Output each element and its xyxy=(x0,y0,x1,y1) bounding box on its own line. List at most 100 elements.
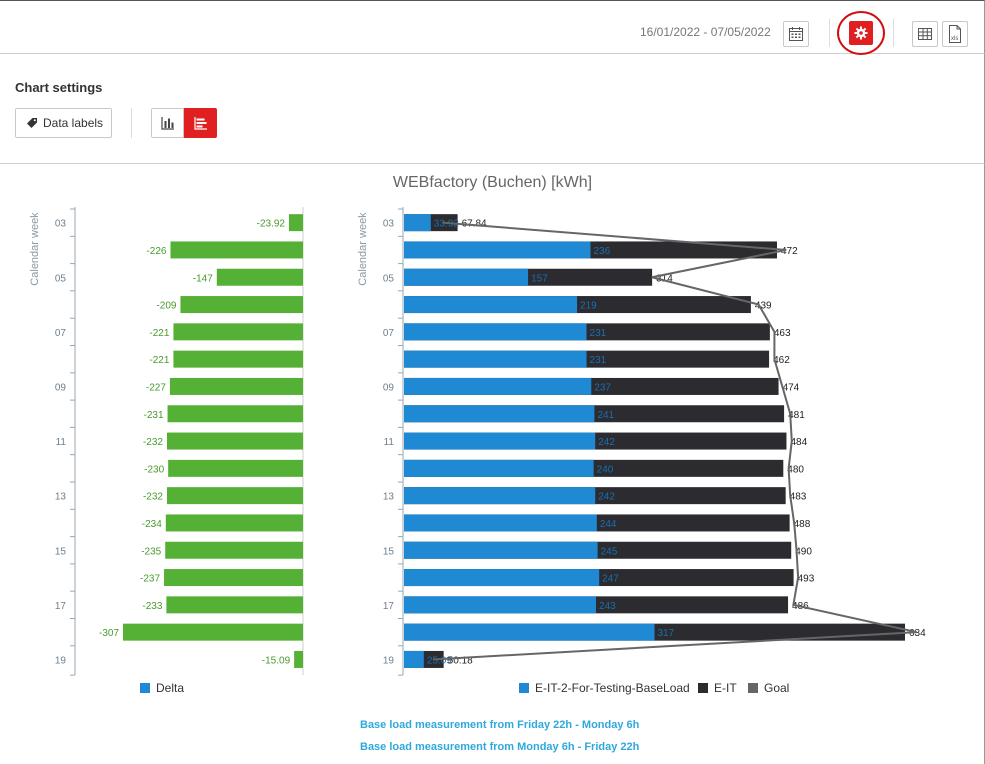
delta-bar-label: -221 xyxy=(149,328,169,339)
baseload-bar xyxy=(404,459,594,477)
delta-bar-label: -147 xyxy=(193,273,213,284)
baseload-bar xyxy=(404,596,597,614)
chart-settings-title: Chart settings xyxy=(15,80,103,95)
baseload-bar-label: 245 xyxy=(601,546,618,557)
delta-bar xyxy=(173,350,303,368)
delta-bar xyxy=(294,650,303,668)
eit-bar-label: 50.18 xyxy=(448,655,473,666)
y-tick-label: 03 xyxy=(383,219,395,230)
delta-bar-label: -209 xyxy=(156,301,176,312)
baseload-bar xyxy=(404,514,597,532)
eit-bar-label: 474 xyxy=(783,382,800,393)
horizontal-bars-icon xyxy=(193,117,207,130)
eit-bar-label: 490 xyxy=(795,546,812,557)
baseload-bar-label: 244 xyxy=(600,519,617,530)
table-view-button[interactable] xyxy=(912,21,938,47)
settings-divider xyxy=(131,108,132,138)
y-tick-label: 07 xyxy=(55,328,67,339)
eit-bar-label: 484 xyxy=(790,437,807,448)
footnote-weekend: Base load measurement from Friday 22h - … xyxy=(360,719,640,731)
baseload-bar-label: 247 xyxy=(602,574,619,585)
baseload-bar xyxy=(404,650,424,668)
energy-chart: Calendar week 03 33.92 67.84 236 472 05 157 314 2… xyxy=(357,207,926,695)
baseload-bar-label: 241 xyxy=(597,410,614,421)
goal-line xyxy=(432,221,917,661)
horizontal-bars-button[interactable] xyxy=(184,108,217,138)
y-tick-label: 13 xyxy=(55,492,67,503)
eit-bar-label: 314 xyxy=(656,273,673,284)
calendar-button[interactable] xyxy=(783,21,809,47)
baseload-bar xyxy=(404,541,598,559)
delta-bar xyxy=(216,268,303,286)
delta-bar-label: -221 xyxy=(149,355,169,366)
delta-bar xyxy=(170,241,303,259)
table-icon xyxy=(918,28,932,40)
eit-bar-label: 480 xyxy=(787,464,804,475)
delta-bar-label: -233 xyxy=(142,601,162,612)
baseload-bar-label: 237 xyxy=(594,382,611,393)
top-toolbar: 16/01/2022 - 07/05/2022 xyxy=(0,0,985,55)
delta-bar-label: -307 xyxy=(99,628,119,639)
chart-title: WEBfactory (Buchen) [kWh] xyxy=(392,174,593,191)
eit-bar-label: 462 xyxy=(773,355,790,366)
eit-bar-label: 488 xyxy=(794,519,811,530)
eit-bar-label: 439 xyxy=(755,301,772,312)
chart-settings-button[interactable] xyxy=(849,21,873,45)
delta-bar xyxy=(169,377,303,395)
delta-bar xyxy=(167,405,303,423)
legend-eit-swatch xyxy=(698,683,708,693)
calendar-icon xyxy=(789,27,803,41)
baseload-bar-label: 242 xyxy=(598,492,615,503)
y-tick-label: 13 xyxy=(383,492,395,503)
delta-bar xyxy=(123,623,303,641)
baseload-bar xyxy=(404,405,595,423)
delta-bar xyxy=(166,596,303,614)
toolbar-divider xyxy=(893,19,894,47)
gear-icon xyxy=(854,26,868,40)
tag-icon xyxy=(27,118,37,128)
legend-baseload-swatch xyxy=(519,683,529,693)
eit-bar-label: 634 xyxy=(909,628,926,639)
baseload-bar xyxy=(404,241,591,259)
legend-eit-label: E-IT xyxy=(714,681,737,695)
delta-bar xyxy=(180,296,303,314)
y-tick-label: 15 xyxy=(55,546,67,557)
eit-bar-label: 67.84 xyxy=(462,219,487,230)
y-tick-label: 15 xyxy=(383,546,395,557)
legend-goal-label: Goal xyxy=(764,681,789,695)
baseload-bar-label: 236 xyxy=(593,246,610,257)
delta-bar xyxy=(288,214,303,232)
y-axis-title: Calendar week xyxy=(29,212,41,286)
baseload-bar xyxy=(404,350,587,368)
y-tick-label: 05 xyxy=(55,273,67,284)
baseload-bar-label: 33.92 xyxy=(434,219,459,230)
baseload-bar xyxy=(404,268,529,286)
footnote-weekday: Base load measurement from Monday 6h - F… xyxy=(360,741,640,753)
baseload-bar-label: 157 xyxy=(531,273,548,284)
delta-bar-label: -234 xyxy=(142,519,162,530)
delta-bar-label: -226 xyxy=(146,246,166,257)
baseload-bar xyxy=(404,296,578,314)
xls-export-button[interactable]: xls xyxy=(942,21,968,47)
data-labels-label: Data labels xyxy=(43,116,104,130)
delta-bar-label: -232 xyxy=(143,437,163,448)
baseload-bar xyxy=(404,432,596,450)
y-tick-label: 17 xyxy=(383,601,395,612)
delta-bar-label: -227 xyxy=(146,382,166,393)
data-labels-button[interactable]: Data labels xyxy=(15,108,112,138)
eit-bar-label: 481 xyxy=(788,410,805,421)
vertical-bars-button[interactable] xyxy=(151,108,184,138)
svg-text:xls: xls xyxy=(951,36,958,42)
highlight-circle xyxy=(837,11,885,55)
delta-bar xyxy=(166,487,303,505)
eit-bar-label: 493 xyxy=(798,574,815,585)
y-tick-label: 09 xyxy=(55,382,67,393)
y-tick-label: 07 xyxy=(383,328,395,339)
y-tick-label: 11 xyxy=(384,437,395,448)
delta-bar xyxy=(165,541,303,559)
delta-bar-label: -237 xyxy=(140,574,160,585)
baseload-bar-label: 219 xyxy=(580,301,597,312)
delta-bar xyxy=(165,514,303,532)
delta-bar-label: -15.09 xyxy=(262,655,291,666)
baseload-bar xyxy=(404,214,431,232)
